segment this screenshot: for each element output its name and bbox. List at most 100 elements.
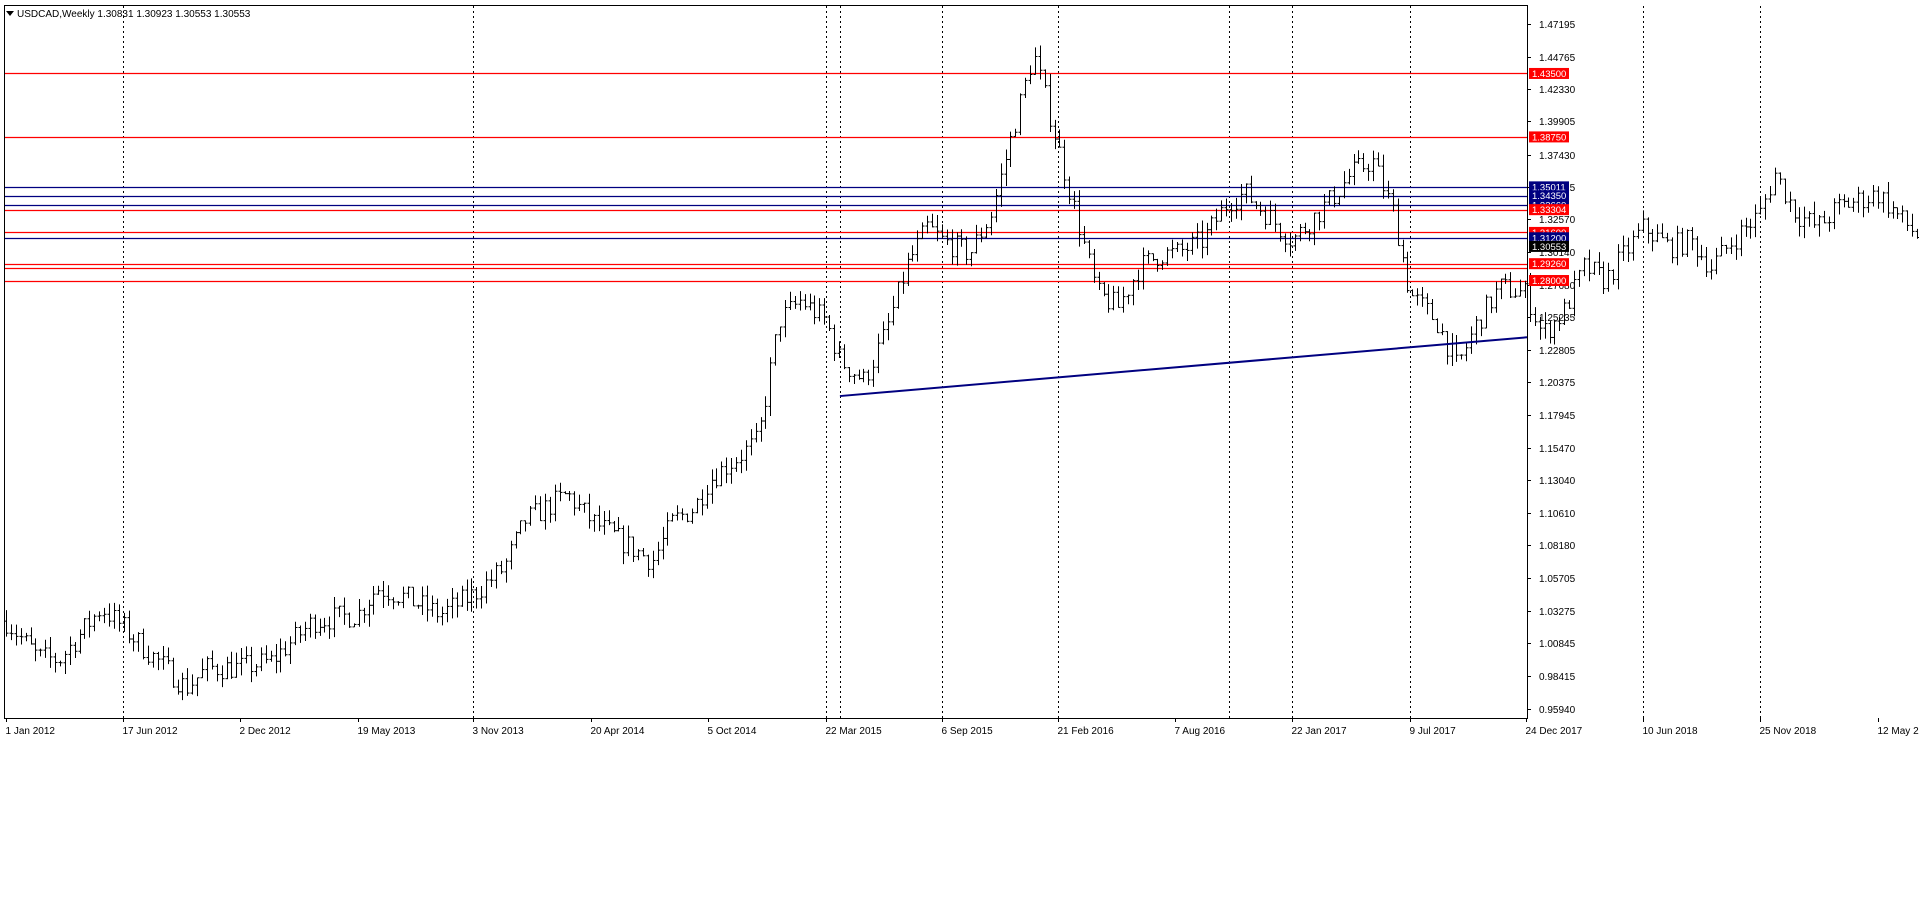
price-tag-box: [1529, 204, 1569, 216]
price-bar: [1631, 230, 1636, 261]
price-bar: [1121, 286, 1126, 313]
price-bar: [1141, 247, 1146, 290]
x-tick-label: 20 Apr 2014: [591, 726, 645, 737]
price-bar: [416, 604, 421, 609]
price-bar: [739, 449, 744, 474]
price-bar: [602, 511, 607, 535]
price-bar: [1077, 190, 1082, 247]
price-bar: [1670, 237, 1675, 264]
y-tick-label: 1.47195: [1539, 20, 1576, 31]
price-bar: [1474, 316, 1479, 345]
price-bar: [754, 423, 759, 443]
price-tag-label: 1.38750: [1532, 132, 1566, 143]
price-tag: 1.31200: [1529, 232, 1569, 244]
price-bar: [171, 657, 176, 688]
price-bar: [411, 586, 416, 607]
price-bar: [871, 359, 876, 387]
price-bar: [1655, 224, 1660, 243]
price-bar: [1714, 247, 1719, 275]
price-bar: [1768, 185, 1773, 203]
price-bar: [215, 663, 220, 682]
price-bar: [1793, 199, 1798, 223]
price-bar: [1753, 204, 1758, 238]
price-bar: [1650, 228, 1655, 252]
y-tick-label: 1.00845: [1539, 639, 1576, 650]
price-bar: [1562, 298, 1567, 325]
price-bar: [386, 585, 391, 606]
plot-border: [4, 5, 1528, 719]
time-axis[interactable]: 1 Jan 2012 17 Jun 2012 2 Dec 2012 19 May 20…: [6, 718, 1919, 737]
price-bar: [1283, 233, 1288, 253]
price-bar: [744, 440, 749, 471]
price-bar: [146, 645, 151, 665]
price-bar: [910, 245, 915, 262]
price-bar: [82, 618, 87, 639]
price-bar: [675, 505, 680, 521]
price-bar: [1577, 269, 1582, 287]
price-bar: [68, 636, 73, 665]
y-tick-label: 1.22805: [1539, 346, 1576, 357]
support-trendline[interactable]: [839, 336, 1528, 398]
price-bar: [1254, 201, 1259, 210]
price-bar: [205, 656, 210, 682]
price-bar: [489, 569, 494, 588]
price-bar: [318, 618, 323, 636]
price-bar: [4, 610, 9, 637]
price-bar: [1244, 183, 1249, 204]
x-tick-label: 1 Jan 2012: [6, 726, 56, 737]
price-bar: [1092, 249, 1097, 283]
dropdown-triangle-icon[interactable]: [6, 11, 14, 16]
price-bar: [1401, 239, 1406, 263]
price-bar: [131, 634, 136, 652]
price-bar: [626, 525, 631, 557]
price-bar: [435, 598, 440, 623]
price-bar: [303, 621, 308, 641]
price-bar: [1523, 280, 1528, 299]
price-bar: [1111, 285, 1116, 311]
price-bar: [1356, 150, 1361, 164]
price-axis[interactable]: 1.47195 1.44765 1.42330 1.39905 1.37430 1.350…: [1527, 20, 1576, 716]
price-bar: [984, 224, 989, 239]
price-bar: [1508, 272, 1513, 299]
price-bar: [24, 632, 29, 642]
price-bar: [572, 491, 577, 516]
price-bar: [1322, 193, 1327, 229]
price-bar: [1734, 234, 1739, 260]
price-bar: [1327, 190, 1332, 206]
price-tag-label: 1.33304: [1532, 205, 1566, 216]
price-bar: [1807, 211, 1812, 227]
price-bar: [837, 341, 842, 359]
price-bar: [342, 597, 347, 625]
price-bar: [1469, 326, 1474, 354]
y-tick-label: 1.39905: [1539, 117, 1576, 128]
price-bar: [1200, 220, 1205, 259]
price-bar: [494, 562, 499, 589]
price-bar: [1817, 214, 1822, 237]
price-bar: [504, 558, 509, 583]
price-bar: [38, 648, 43, 657]
price-bar: [861, 368, 866, 383]
price-bar: [1405, 251, 1410, 293]
price-bar: [460, 585, 465, 607]
price-tag-box: [1529, 240, 1569, 252]
price-bar: [803, 294, 808, 310]
price-bar: [19, 628, 24, 645]
price-bar: [1797, 207, 1802, 237]
price-bar: [1719, 236, 1724, 257]
price-bar: [563, 491, 568, 495]
price-bar: [768, 357, 773, 416]
price-bar: [1459, 354, 1464, 360]
price-bar: [1229, 203, 1234, 222]
price-bar: [161, 645, 166, 670]
price-bar: [58, 660, 63, 667]
price-bar: [1876, 186, 1881, 209]
price-bar: [33, 638, 38, 662]
price-bar: [1376, 152, 1381, 167]
price-bar: [1165, 247, 1170, 266]
price-bar: [891, 295, 896, 326]
price-bar: [670, 513, 675, 522]
y-tick-label: 1.27680: [1539, 281, 1576, 292]
price-bar: [592, 514, 597, 532]
price-bar: [1548, 320, 1553, 344]
